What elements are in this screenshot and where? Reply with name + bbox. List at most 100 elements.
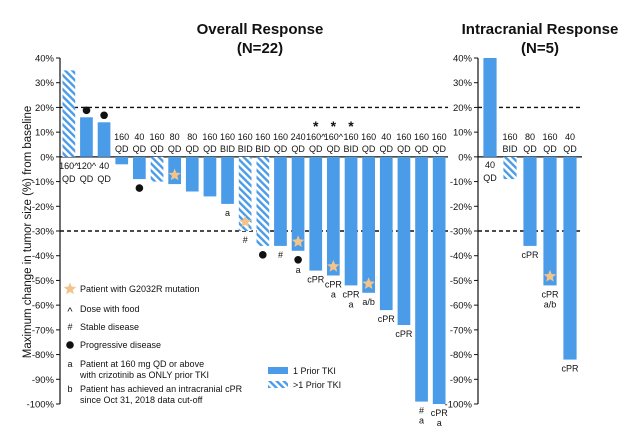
left-annotation: a (348, 299, 353, 309)
overall-title-sub: (N=22) (236, 40, 284, 57)
left-dose-label: BID (220, 144, 236, 154)
intracranial-title-main: Intracranial Response (461, 21, 619, 38)
left-dose-label: 80 (187, 132, 197, 142)
overall-title-main: Overall Response (196, 21, 324, 38)
legend-series-label: >1 Prior TKI (293, 380, 341, 390)
legend-swatch (268, 381, 288, 388)
left-dose-label: QD (80, 174, 94, 184)
right-dose-label: QD (543, 144, 557, 154)
left-annotation: cPR (431, 408, 449, 418)
left-annotation: a (225, 208, 230, 218)
left-annotation: a (437, 418, 442, 428)
left-progressive-dot (100, 111, 108, 120)
left-annotation: # (243, 235, 248, 245)
left-dose-label: 40 (134, 132, 144, 142)
left-note-asterisk: * (313, 118, 319, 134)
intracranial-title: Intracranial Response (N=5) (440, 20, 640, 58)
legend-label: Patient at 160 mg QD or above (80, 359, 204, 369)
left-bar (291, 156, 305, 251)
right-y-tick-label: -70% (450, 325, 473, 336)
left-g2032r-star (362, 277, 375, 289)
legend-dot-icon (66, 341, 74, 349)
left-dose-label: QD (380, 144, 394, 154)
left-bar (115, 156, 129, 165)
right-y-tick-label: 0% (458, 152, 472, 163)
legend-label: Patient with G2032R mutation (80, 284, 200, 294)
left-bar (185, 156, 199, 192)
left-y-tick-label: -60% (32, 301, 55, 312)
right-dose-label: BID (502, 144, 518, 154)
legend-star-icon (63, 282, 77, 295)
left-g2032r-star (327, 260, 340, 272)
left-dose-label: QD (362, 144, 376, 154)
left-y-tick-label: -50% (32, 276, 55, 287)
left-y-tick-label: 0% (40, 152, 54, 163)
left-dose-label: QD (115, 144, 129, 154)
left-dose-label: QD (97, 174, 111, 184)
left-dose-label: 160^ (324, 132, 344, 142)
left-dose-label: 160 (396, 132, 411, 142)
legend-symbol: # (67, 322, 72, 332)
left-bar (327, 156, 340, 276)
left-dose-label: BID (343, 144, 359, 154)
right-y-tick-label: -80% (450, 350, 473, 361)
right-dose-label: 40 (485, 160, 495, 170)
legend-label: Dose with food (80, 304, 140, 314)
left-annotation: cPR (378, 314, 396, 324)
left-y-tick-label: -70% (32, 325, 55, 336)
left-y-tick-label: 10% (35, 128, 55, 139)
left-dose-label: QD (274, 144, 288, 154)
left-dose-label: QD (397, 144, 411, 154)
left-progressive-dot (82, 106, 91, 115)
right-y-tick-label: -100% (445, 400, 473, 411)
left-dose-label: 160 (114, 132, 129, 142)
left-dose-label: 160 (273, 132, 288, 142)
left-dose-label: 40 (99, 161, 109, 171)
right-bar (523, 156, 537, 246)
right-dose-label: 160 (542, 132, 557, 142)
right-y-tick-label: -30% (450, 227, 473, 238)
right-annotation: cPR (561, 364, 579, 374)
left-annotation: a (419, 416, 424, 426)
left-dose-label: 160 (149, 132, 164, 142)
legend-label: since Oct 31, 2018 data cut-off (80, 395, 203, 405)
left-bar (362, 156, 375, 293)
left-y-tick-label: -10% (32, 177, 55, 188)
left-dose-label: QD (432, 144, 446, 154)
left-annotation: # (278, 250, 283, 260)
legend-symbol: b (67, 384, 72, 394)
left-dose-label: QD (327, 144, 341, 154)
left-bar (133, 156, 146, 180)
legend-label: Stable disease (80, 322, 139, 332)
left-note-asterisk: * (348, 118, 354, 134)
legend-label: Progressive disease (80, 340, 161, 350)
left-dose-label: 160 (255, 132, 270, 142)
right-dose-label: QD (563, 144, 577, 154)
left-bar (344, 156, 358, 286)
right-annotation: a/b (544, 299, 557, 309)
left-y-tick-label: 40% (35, 54, 55, 65)
left-dose-label: QD (150, 144, 164, 154)
right-y-tick-label: -20% (450, 202, 473, 213)
right-dose-label: QD (483, 173, 497, 183)
intracranial-title-sub: (N=5) (521, 40, 559, 57)
left-dose-label: 160 (238, 132, 253, 142)
legend: Patient with G2032R mutation ^ Dose with f… (63, 282, 341, 405)
left-dose-label: 40 (381, 132, 391, 142)
left-dose-label: QD (168, 144, 182, 154)
left-dose-label: 120^ (77, 161, 97, 171)
left-bar (203, 156, 217, 197)
right-dose-label: 80 (525, 132, 535, 142)
right-y-tick-label: -10% (450, 177, 473, 188)
left-annotation: a (331, 289, 336, 299)
right-bar (563, 156, 577, 360)
left-y-tick-label: -80% (32, 350, 55, 361)
left-dose-label: QD (203, 144, 217, 154)
left-progressive-dot (135, 184, 144, 192)
left-dose-label: 160 (361, 132, 376, 142)
left-dose-label: 160^ (306, 132, 326, 142)
legend-swatch (268, 367, 288, 374)
right-bar (483, 58, 497, 157)
left-y-tick-label: -20% (32, 202, 55, 213)
left-progressive-dot (259, 251, 267, 259)
